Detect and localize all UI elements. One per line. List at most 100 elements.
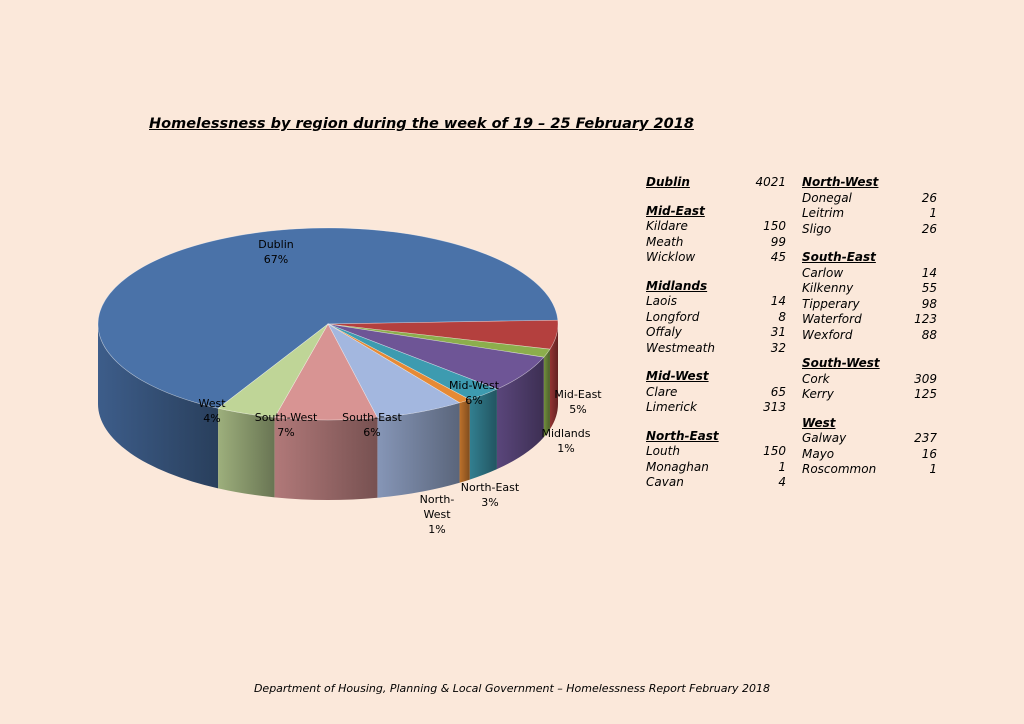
footer: Department of Housing, Planning & Local … bbox=[253, 682, 771, 695]
county-name: Leitrim bbox=[802, 206, 845, 220]
pie-label-percent: 4% bbox=[203, 412, 220, 425]
pie-label-percent: 5% bbox=[569, 403, 586, 416]
county-name: Kilkenny bbox=[802, 281, 854, 295]
county-value: 99 bbox=[770, 234, 786, 249]
county-name: Carlow bbox=[802, 265, 844, 280]
county-name: Roscommon bbox=[802, 462, 877, 476]
county-name: Longford bbox=[646, 309, 700, 324]
county-name: Offaly bbox=[646, 325, 682, 339]
county-value: 8 bbox=[778, 309, 786, 324]
pie-labels: Dublin 67% Mid-East 5% Midlands 1% Mid-West 6% N… bbox=[198, 238, 602, 536]
county-name: Clare bbox=[646, 384, 678, 399]
county-value: 123 bbox=[914, 312, 937, 326]
region-name: North-West bbox=[802, 175, 879, 189]
chart-title: Homelessness by region during the week o… bbox=[149, 116, 694, 132]
region-value: 4021 bbox=[755, 175, 786, 189]
county-value: 26 bbox=[921, 221, 937, 236]
region-group: Mid-West Clare 65 Limerick 313 bbox=[646, 369, 786, 416]
county-row: Roscommon 1 bbox=[802, 462, 937, 478]
county-name: Waterford bbox=[802, 312, 862, 326]
pie-label-percent: 67% bbox=[264, 253, 288, 266]
region-group: Midlands Laois 14 Longford 8 Offaly 31 Westmeat… bbox=[646, 279, 786, 357]
county-row: Clare 65 bbox=[646, 385, 786, 401]
pie-label-percent: 1% bbox=[428, 523, 445, 536]
pie-label-name: West bbox=[198, 397, 226, 410]
county-value: 1 bbox=[778, 459, 786, 474]
pie-label-name: West bbox=[423, 508, 451, 521]
pie-side-2 bbox=[543, 349, 550, 438]
county-row: Mayo 16 bbox=[802, 447, 937, 463]
pie-label-percent: 7% bbox=[277, 426, 294, 439]
county-row: Carlow 14 bbox=[802, 266, 937, 282]
county-value: 32 bbox=[770, 340, 786, 355]
county-value: 26 bbox=[921, 190, 937, 205]
region-group: Dublin 4021 bbox=[646, 175, 786, 191]
county-value: 309 bbox=[914, 371, 937, 386]
county-row: Galway 237 bbox=[802, 431, 937, 447]
county-name: Sligo bbox=[802, 221, 832, 236]
county-row: Longford 8 bbox=[646, 310, 786, 326]
pie-label-name: Mid-East bbox=[554, 388, 602, 401]
pie-label-percent: 6% bbox=[363, 426, 380, 439]
county-name: Kildare bbox=[646, 219, 688, 233]
county-row: Kerry 125 bbox=[802, 387, 937, 403]
county-value: 88 bbox=[921, 327, 937, 342]
region-group: West Galway 237 Mayo 16 Roscommon 1 bbox=[802, 416, 937, 478]
region-group: South-East Carlow 14 Kilkenny 55 Tipperary 98 W… bbox=[802, 250, 937, 343]
region-name: Mid-West bbox=[646, 369, 709, 383]
county-name: Monaghan bbox=[646, 459, 709, 474]
pie-slice bbox=[274, 323, 378, 421]
region-name: South-West bbox=[802, 356, 880, 370]
county-value: 98 bbox=[921, 296, 937, 311]
county-row: Monaghan 1 bbox=[646, 460, 786, 476]
region-group: North-East Louth 150 Monaghan 1 Cavan 4 bbox=[646, 429, 786, 491]
county-name: Donegal bbox=[802, 190, 852, 205]
county-row: Kilkenny 55 bbox=[802, 281, 937, 297]
county-value: 313 bbox=[763, 400, 786, 414]
pie-side-3 bbox=[496, 357, 544, 470]
pie-tops bbox=[97, 227, 559, 421]
county-value: 14 bbox=[921, 265, 937, 280]
county-value: 65 bbox=[770, 384, 786, 399]
county-value: 4 bbox=[778, 475, 786, 489]
county-name: Tipperary bbox=[802, 296, 860, 311]
pie-sides bbox=[98, 324, 558, 501]
county-row: Kildare 150 bbox=[646, 219, 786, 235]
county-row: Waterford 123 bbox=[802, 312, 937, 328]
pie-side-8 bbox=[218, 408, 275, 498]
county-row: Wexford 88 bbox=[802, 328, 937, 344]
pie-label-name: South-West bbox=[255, 411, 318, 424]
county-name: Kerry bbox=[802, 387, 834, 401]
pie-slice bbox=[97, 227, 559, 409]
pie-label-name: Dublin bbox=[258, 238, 294, 251]
pie-label-percent: 6% bbox=[465, 394, 482, 407]
county-value: 237 bbox=[914, 431, 937, 445]
county-name: Meath bbox=[646, 234, 684, 249]
county-row: Cavan 4 bbox=[646, 475, 786, 491]
county-row: Sligo 26 bbox=[802, 222, 937, 238]
pie-side-7 bbox=[274, 417, 378, 501]
county-value: 125 bbox=[914, 387, 937, 401]
pie-side-0 bbox=[98, 324, 219, 489]
county-value: 45 bbox=[770, 250, 786, 264]
county-value: 1 bbox=[929, 462, 937, 476]
pie-label-name: Mid-West bbox=[449, 379, 500, 392]
county-row: Louth 150 bbox=[646, 444, 786, 460]
county-value: 31 bbox=[770, 325, 786, 339]
region-name: Midlands bbox=[646, 278, 708, 293]
region-group: South-West Cork 309 Kerry 125 bbox=[802, 356, 937, 403]
region-name: Mid-East bbox=[646, 203, 705, 218]
county-name: Wicklow bbox=[646, 250, 696, 264]
pie-side-6 bbox=[377, 402, 460, 498]
region-name: South-East bbox=[802, 250, 876, 264]
county-row: Leitrim 1 bbox=[802, 206, 937, 222]
county-row: Wicklow 45 bbox=[646, 250, 786, 266]
county-name: Cavan bbox=[646, 475, 684, 489]
county-row: Tipperary 98 bbox=[802, 297, 937, 313]
county-row: Limerick 313 bbox=[646, 400, 786, 416]
pie-side-5 bbox=[459, 399, 470, 483]
county-row: Offaly 31 bbox=[646, 325, 786, 341]
region-name: North-East bbox=[646, 428, 719, 443]
county-row: Meath 99 bbox=[646, 235, 786, 251]
county-value: 150 bbox=[763, 444, 786, 458]
